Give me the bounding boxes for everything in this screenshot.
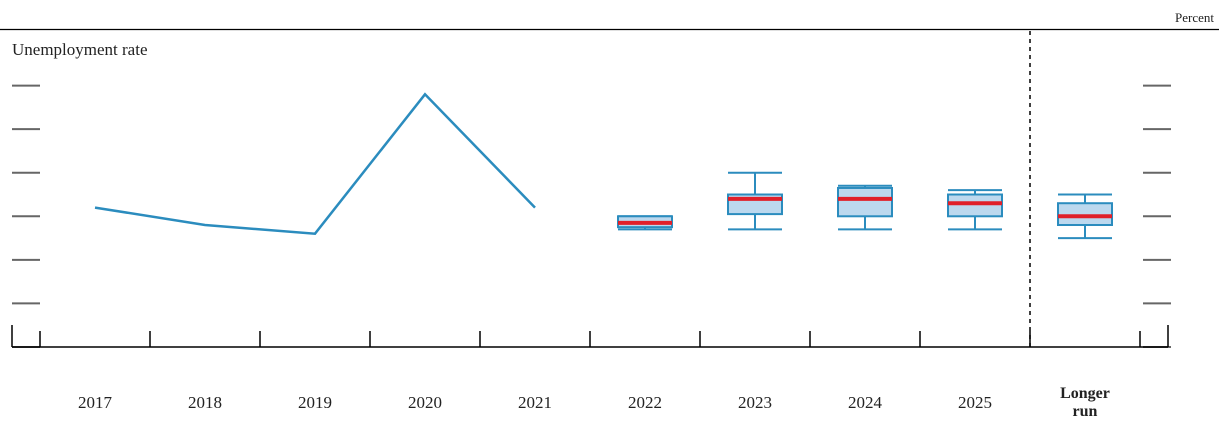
x-tick-label: 2025: [958, 393, 992, 412]
x-tick-label: run: [1073, 403, 1098, 420]
x-tick-label: Longer: [1060, 385, 1110, 402]
projection-box: [947, 193, 1003, 218]
projection-box: [1057, 202, 1113, 226]
x-tick-label: 2024: [848, 393, 883, 412]
projection-box: [837, 186, 893, 218]
x-tick-label: 2022: [628, 393, 662, 412]
actual-unemployment-line: [94, 92, 536, 235]
chart-title: Unemployment rate: [12, 40, 148, 59]
x-tick-label: 2021: [518, 393, 552, 412]
plot-area: 2017 2018 2019 2020 2021 2022 2023 2024 2025 Long…: [11, 31, 1171, 420]
x-tick-label: 2023: [738, 393, 772, 412]
x-tick-label: 2018: [188, 393, 222, 412]
unit-label: Percent: [1175, 10, 1214, 25]
x-tick-label: 2019: [298, 393, 332, 412]
x-tick-label: 2020: [408, 393, 442, 412]
x-tick-label: 2017: [78, 393, 113, 412]
